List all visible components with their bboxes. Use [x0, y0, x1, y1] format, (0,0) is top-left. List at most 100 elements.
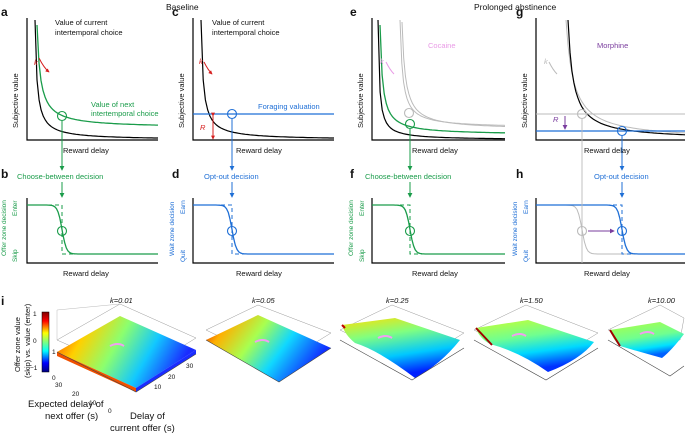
drug-label-g: Morphine [597, 41, 629, 50]
step-curve-h [536, 204, 685, 255]
axis-right-tick-3: 30 [186, 363, 194, 370]
axis-left-tick-1: 30 [55, 382, 63, 389]
panel-label-d: d [172, 167, 180, 181]
ylabel-f: Offer zone decision [348, 200, 355, 256]
colorbar [41, 311, 50, 373]
k-value-4: k=1.50 [520, 296, 543, 305]
xlabel-b: Reward delay [63, 269, 109, 278]
xlabel-g: Reward delay [584, 146, 630, 155]
surface-plot-1 [56, 303, 197, 393]
current-value-curve-e [377, 19, 505, 140]
k-label-g: k [544, 57, 548, 66]
connector-label-e: Choose-between decision [365, 172, 452, 181]
threshold-marker-h [616, 225, 628, 237]
surface-plot-5 [607, 304, 685, 377]
tick-earn-d: Earn [180, 200, 187, 214]
baseline-threshold-h [576, 225, 588, 237]
k-arrow-e [385, 61, 395, 75]
tick-earn-h: Earn [523, 200, 530, 214]
top-axes [26, 18, 685, 141]
panel-label-a: a [1, 5, 8, 19]
axis-left-tick-4: 0 [108, 408, 112, 415]
baseline-next-curve-e [401, 21, 505, 127]
threshold-marker-d [226, 225, 238, 237]
next-label-a-2: intertemporal choice [91, 109, 159, 118]
curve-label-c-1: Value of current [212, 18, 265, 27]
connector-label-a: Choose-between decision [17, 172, 104, 181]
ylabel-d: Wait zone decision [169, 201, 176, 256]
connector-label-g: Opt-out decision [594, 172, 649, 181]
panel-label-h: h [516, 167, 524, 181]
intersection-marker-a [56, 110, 68, 122]
axis-right-tick-2: 20 [168, 374, 176, 381]
tick-skip-f: Skip [359, 249, 366, 262]
tick-skip-b: Skip [12, 249, 19, 262]
r-label-c: R [200, 123, 206, 132]
surface-plot-4 [473, 304, 599, 381]
panel-label-i: i [1, 294, 5, 308]
curve-label-c-2: intertemporal choice [212, 28, 280, 37]
panel-label-g: g [516, 5, 524, 19]
xlabel-a: Reward delay [63, 146, 109, 155]
ylabel-e: Subjective value [356, 73, 365, 128]
next-label-a-1: Value of next [91, 100, 135, 109]
cbar-tick-2: 0 [33, 338, 37, 345]
r-label-g: R [553, 115, 559, 124]
surface-plot-3 [339, 304, 465, 381]
k-arrow-a [38, 57, 50, 73]
axis-left-tick-2: 20 [72, 391, 80, 398]
ylabel-a: Subjective value [11, 73, 20, 128]
panel-label-b: b [1, 167, 9, 181]
ylabel-c: Subjective value [177, 73, 186, 128]
current-value-curve-a [34, 19, 158, 139]
current-value-curve-c [200, 19, 334, 139]
step-curve-f [372, 204, 505, 255]
x1-label-line1: Expected delay of [28, 399, 104, 410]
connector-label-c: Opt-out decision [204, 172, 259, 181]
k-value-5: k=10.00 [648, 296, 675, 305]
foraging-label-c: Foraging valuation [258, 102, 320, 111]
baseline-curve-g [565, 19, 686, 134]
threshold-marker-b [56, 225, 68, 237]
ylabel-b: Offer zone decision [1, 200, 8, 256]
baseline-marker-g [576, 108, 588, 120]
decision-curve-b [27, 204, 158, 255]
k-label-a: k [34, 58, 38, 67]
xlabel-e: Reward delay [412, 146, 458, 155]
zlabel-line1: Offer zone value [13, 317, 22, 372]
next-value-curve-e [379, 24, 505, 134]
panel-label-c: c [172, 5, 179, 19]
baseline-current-curve-e [399, 19, 506, 126]
axis-left-tick-3: 10 [89, 400, 97, 407]
curve-label-a-2: intertemporal choice [55, 28, 123, 37]
xlabel-c: Reward delay [236, 146, 282, 155]
ztick-1: 1 [52, 349, 56, 356]
threshold-marker-f [404, 225, 416, 237]
xlabel-f: Reward delay [412, 269, 458, 278]
tick-enter-b: Enter [12, 200, 19, 216]
panel-label-f: f [350, 167, 354, 181]
k-value-2: k=0.05 [252, 296, 275, 305]
ylabel-h: Wait zone decision [512, 201, 519, 256]
cbar-tick-3: −1 [30, 365, 38, 372]
axis-right-tick-1: 10 [154, 384, 162, 391]
ylabel-g: Subjective value [520, 73, 529, 128]
intersection-marker-g [616, 125, 628, 137]
baseline-marker-e [403, 107, 415, 119]
k-arrow-c [203, 61, 213, 75]
ztick-2: 0 [52, 375, 56, 382]
bottom-axes [26, 198, 685, 264]
step-curve-b [27, 204, 158, 255]
decision-curve-f [372, 204, 505, 255]
header-baseline: Baseline [166, 2, 199, 12]
intersection-marker-e [404, 118, 416, 130]
k-label-e: k [380, 57, 384, 66]
decision-curve-d [193, 204, 334, 255]
x2-label-line1: Delay of [130, 411, 165, 422]
cbar-tick-1: 1 [33, 311, 37, 318]
step-curve-d [193, 204, 334, 255]
xlabel-d: Reward delay [236, 269, 282, 278]
header-prolonged: Prolonged abstinence [474, 2, 557, 12]
next-value-curve-a [36, 24, 158, 126]
